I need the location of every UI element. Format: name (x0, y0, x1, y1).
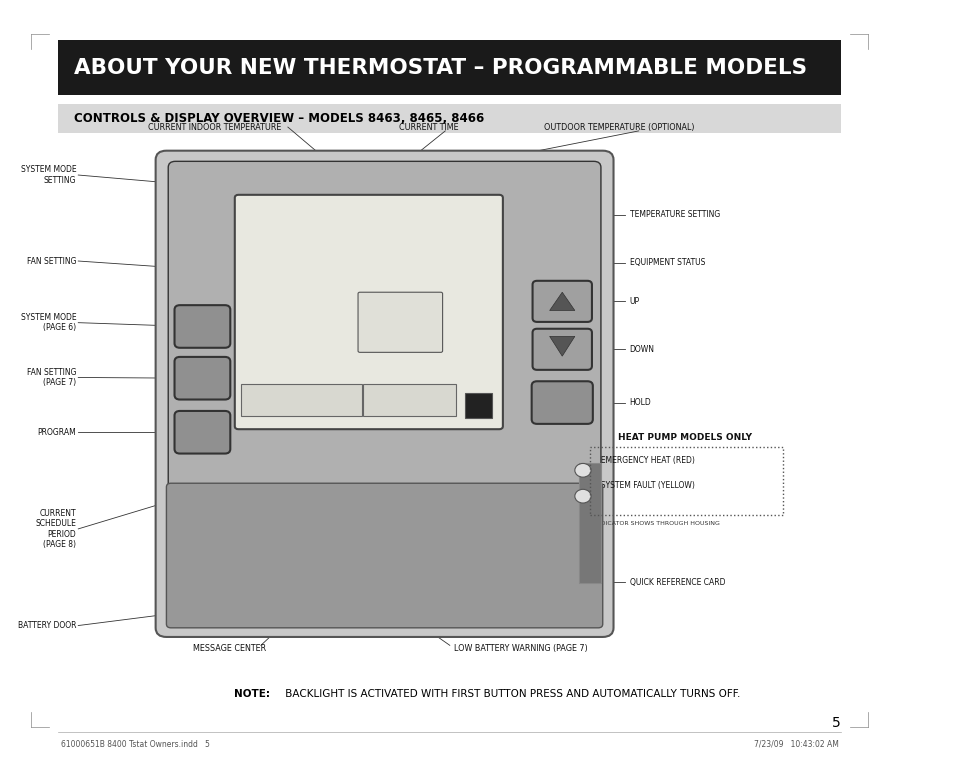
Text: HEAT PUMP MODELS ONLY: HEAT PUMP MODELS ONLY (618, 433, 752, 442)
FancyBboxPatch shape (531, 381, 592, 424)
Text: EQUIPMENT STATUS: EQUIPMENT STATUS (629, 258, 704, 267)
FancyBboxPatch shape (174, 411, 230, 454)
Text: · SYSTEM FAULT (YELLOW): · SYSTEM FAULT (YELLOW) (596, 481, 695, 490)
Text: MODE: MODE (258, 237, 279, 241)
Text: ON: ON (417, 371, 427, 376)
Text: Aprilaire®: Aprilaire® (335, 219, 401, 230)
Text: 7/23/09   10:43:02 AM: 7/23/09 10:43:02 AM (753, 740, 838, 749)
Text: 5: 5 (831, 716, 841, 730)
FancyBboxPatch shape (166, 483, 602, 628)
Text: CONTROLS & DISPLAY OVERVIEW – MODELS 8463, 8465, 8466: CONTROLS & DISPLAY OVERVIEW – MODELS 846… (73, 112, 483, 126)
FancyBboxPatch shape (174, 357, 230, 400)
Text: PROG: PROG (189, 428, 215, 437)
FancyBboxPatch shape (578, 463, 600, 583)
Text: FAN SETTING: FAN SETTING (27, 256, 76, 266)
Text: REPLACE: REPLACE (469, 419, 487, 424)
Text: SCHEDULE: SCHEDULE (258, 328, 291, 333)
Text: CHANGE: CHANGE (256, 397, 289, 403)
Text: SYSTEM MODE
SETTING: SYSTEM MODE SETTING (21, 165, 76, 185)
FancyBboxPatch shape (465, 393, 492, 418)
Text: TEMPERATURE SETTING: TEMPERATURE SETTING (629, 210, 720, 219)
Text: OUTSIDE: OUTSIDE (382, 260, 410, 264)
FancyBboxPatch shape (155, 151, 613, 637)
Text: AM: AM (328, 332, 338, 338)
Text: FAN: FAN (193, 374, 212, 383)
Text: DOWN: DOWN (629, 345, 654, 354)
Text: SET AT: SET AT (391, 301, 409, 305)
Text: MESSAGE CENTER: MESSAGE CENTER (193, 644, 266, 653)
Text: BACKLIGHT IS ACTIVATED WITH FIRST BUTTON PRESS AND AUTOMATICALLY TURNS OFF.: BACKLIGHT IS ACTIVATED WITH FIRST BUTTON… (281, 689, 740, 699)
Text: DIRECTIONS: DIRECTIONS (587, 501, 592, 545)
Text: MO: MO (252, 371, 262, 376)
Text: HOLD: HOLD (549, 398, 575, 407)
Text: ABOUT YOUR NEW THERMOSTAT – PROGRAMMABLE MODELS: ABOUT YOUR NEW THERMOSTAT – PROGRAMMABLE… (73, 58, 806, 78)
Circle shape (575, 463, 591, 477)
FancyBboxPatch shape (168, 161, 600, 626)
Text: 7:30: 7:30 (274, 339, 311, 354)
Text: SERVICE: SERVICE (393, 397, 425, 403)
FancyBboxPatch shape (532, 329, 591, 370)
FancyBboxPatch shape (58, 104, 841, 133)
Text: °: ° (430, 307, 434, 317)
Text: FAN SETTING
(PAGE 7): FAN SETTING (PAGE 7) (27, 368, 76, 387)
Text: BATTERY DOOR: BATTERY DOOR (18, 621, 76, 630)
Text: HOLD: HOLD (629, 398, 651, 407)
FancyBboxPatch shape (532, 281, 591, 322)
Circle shape (575, 489, 591, 503)
Text: WAKE: WAKE (258, 346, 274, 351)
Text: CURRENT
SCHEDULE
PERIOD
(PAGE 8): CURRENT SCHEDULE PERIOD (PAGE 8) (35, 509, 76, 549)
FancyBboxPatch shape (234, 195, 502, 429)
Text: OUTDOOR TEMPERATURE (OPTIONAL): OUTDOOR TEMPERATURE (OPTIONAL) (543, 123, 694, 132)
Text: QUICK REFERENCE CARD: QUICK REFERENCE CARD (629, 578, 724, 587)
Text: CURRENT INDOOR TEMPERATURE: CURRENT INDOOR TEMPERATURE (149, 123, 281, 132)
Polygon shape (549, 336, 575, 356)
Text: °: ° (338, 266, 345, 280)
Text: LOW BATTERY WARNING (PAGE 7): LOW BATTERY WARNING (PAGE 7) (454, 644, 587, 653)
Text: UP: UP (629, 297, 639, 306)
Text: SYSTEM MODE
(PAGE 6): SYSTEM MODE (PAGE 6) (21, 313, 76, 333)
FancyBboxPatch shape (58, 40, 841, 95)
Text: MODE: MODE (189, 322, 216, 331)
Text: 75: 75 (393, 319, 407, 333)
Text: · EMERGENCY HEAT (RED): · EMERGENCY HEAT (RED) (596, 456, 695, 465)
Text: HEAT: HEAT (393, 344, 407, 349)
Text: FAN: FAN (258, 282, 272, 287)
Text: 50: 50 (400, 278, 417, 291)
FancyBboxPatch shape (357, 292, 442, 352)
Text: NOTE:: NOTE: (233, 689, 270, 699)
FancyBboxPatch shape (241, 384, 361, 416)
Text: 70: 70 (281, 284, 321, 317)
Text: INDICATOR SHOWS THROUGH HOUSING: INDICATOR SHOWS THROUGH HOUSING (593, 521, 719, 526)
Text: 61000651B 8400 Tstat Owners.indd   5: 61000651B 8400 Tstat Owners.indd 5 (61, 740, 210, 749)
Text: HEATING: HEATING (318, 371, 346, 376)
Text: PROGRAM: PROGRAM (38, 428, 76, 437)
Text: AUTO: AUTO (258, 301, 277, 305)
FancyBboxPatch shape (174, 305, 230, 348)
Polygon shape (549, 292, 575, 310)
Text: °: ° (434, 268, 438, 279)
FancyBboxPatch shape (362, 384, 456, 416)
Text: CURRENT TIME: CURRENT TIME (398, 123, 457, 132)
Text: HEAT: HEAT (258, 260, 276, 264)
